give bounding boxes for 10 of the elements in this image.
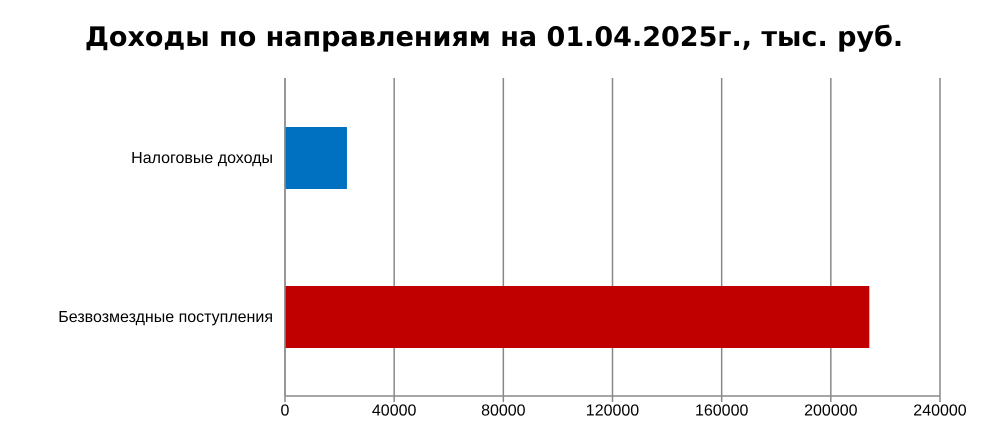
y-tick-label: Безвозмездные поступления: [58, 309, 273, 326]
x-tick-label: 160000: [694, 402, 748, 420]
chart-title: Доходы по направлениям на 01.04.2025г., тыс. руб.: [84, 21, 904, 55]
x-tick-label: 80000: [481, 402, 526, 420]
x-tick-label: 0: [280, 402, 290, 420]
x-tick-label: 120000: [586, 402, 640, 420]
x-tick-label: 40000: [372, 402, 417, 420]
y-tick-label: Налоговые доходы: [131, 150, 273, 168]
x-tick-label: 200000: [804, 402, 858, 420]
x-tick-label: 240000: [913, 402, 967, 420]
